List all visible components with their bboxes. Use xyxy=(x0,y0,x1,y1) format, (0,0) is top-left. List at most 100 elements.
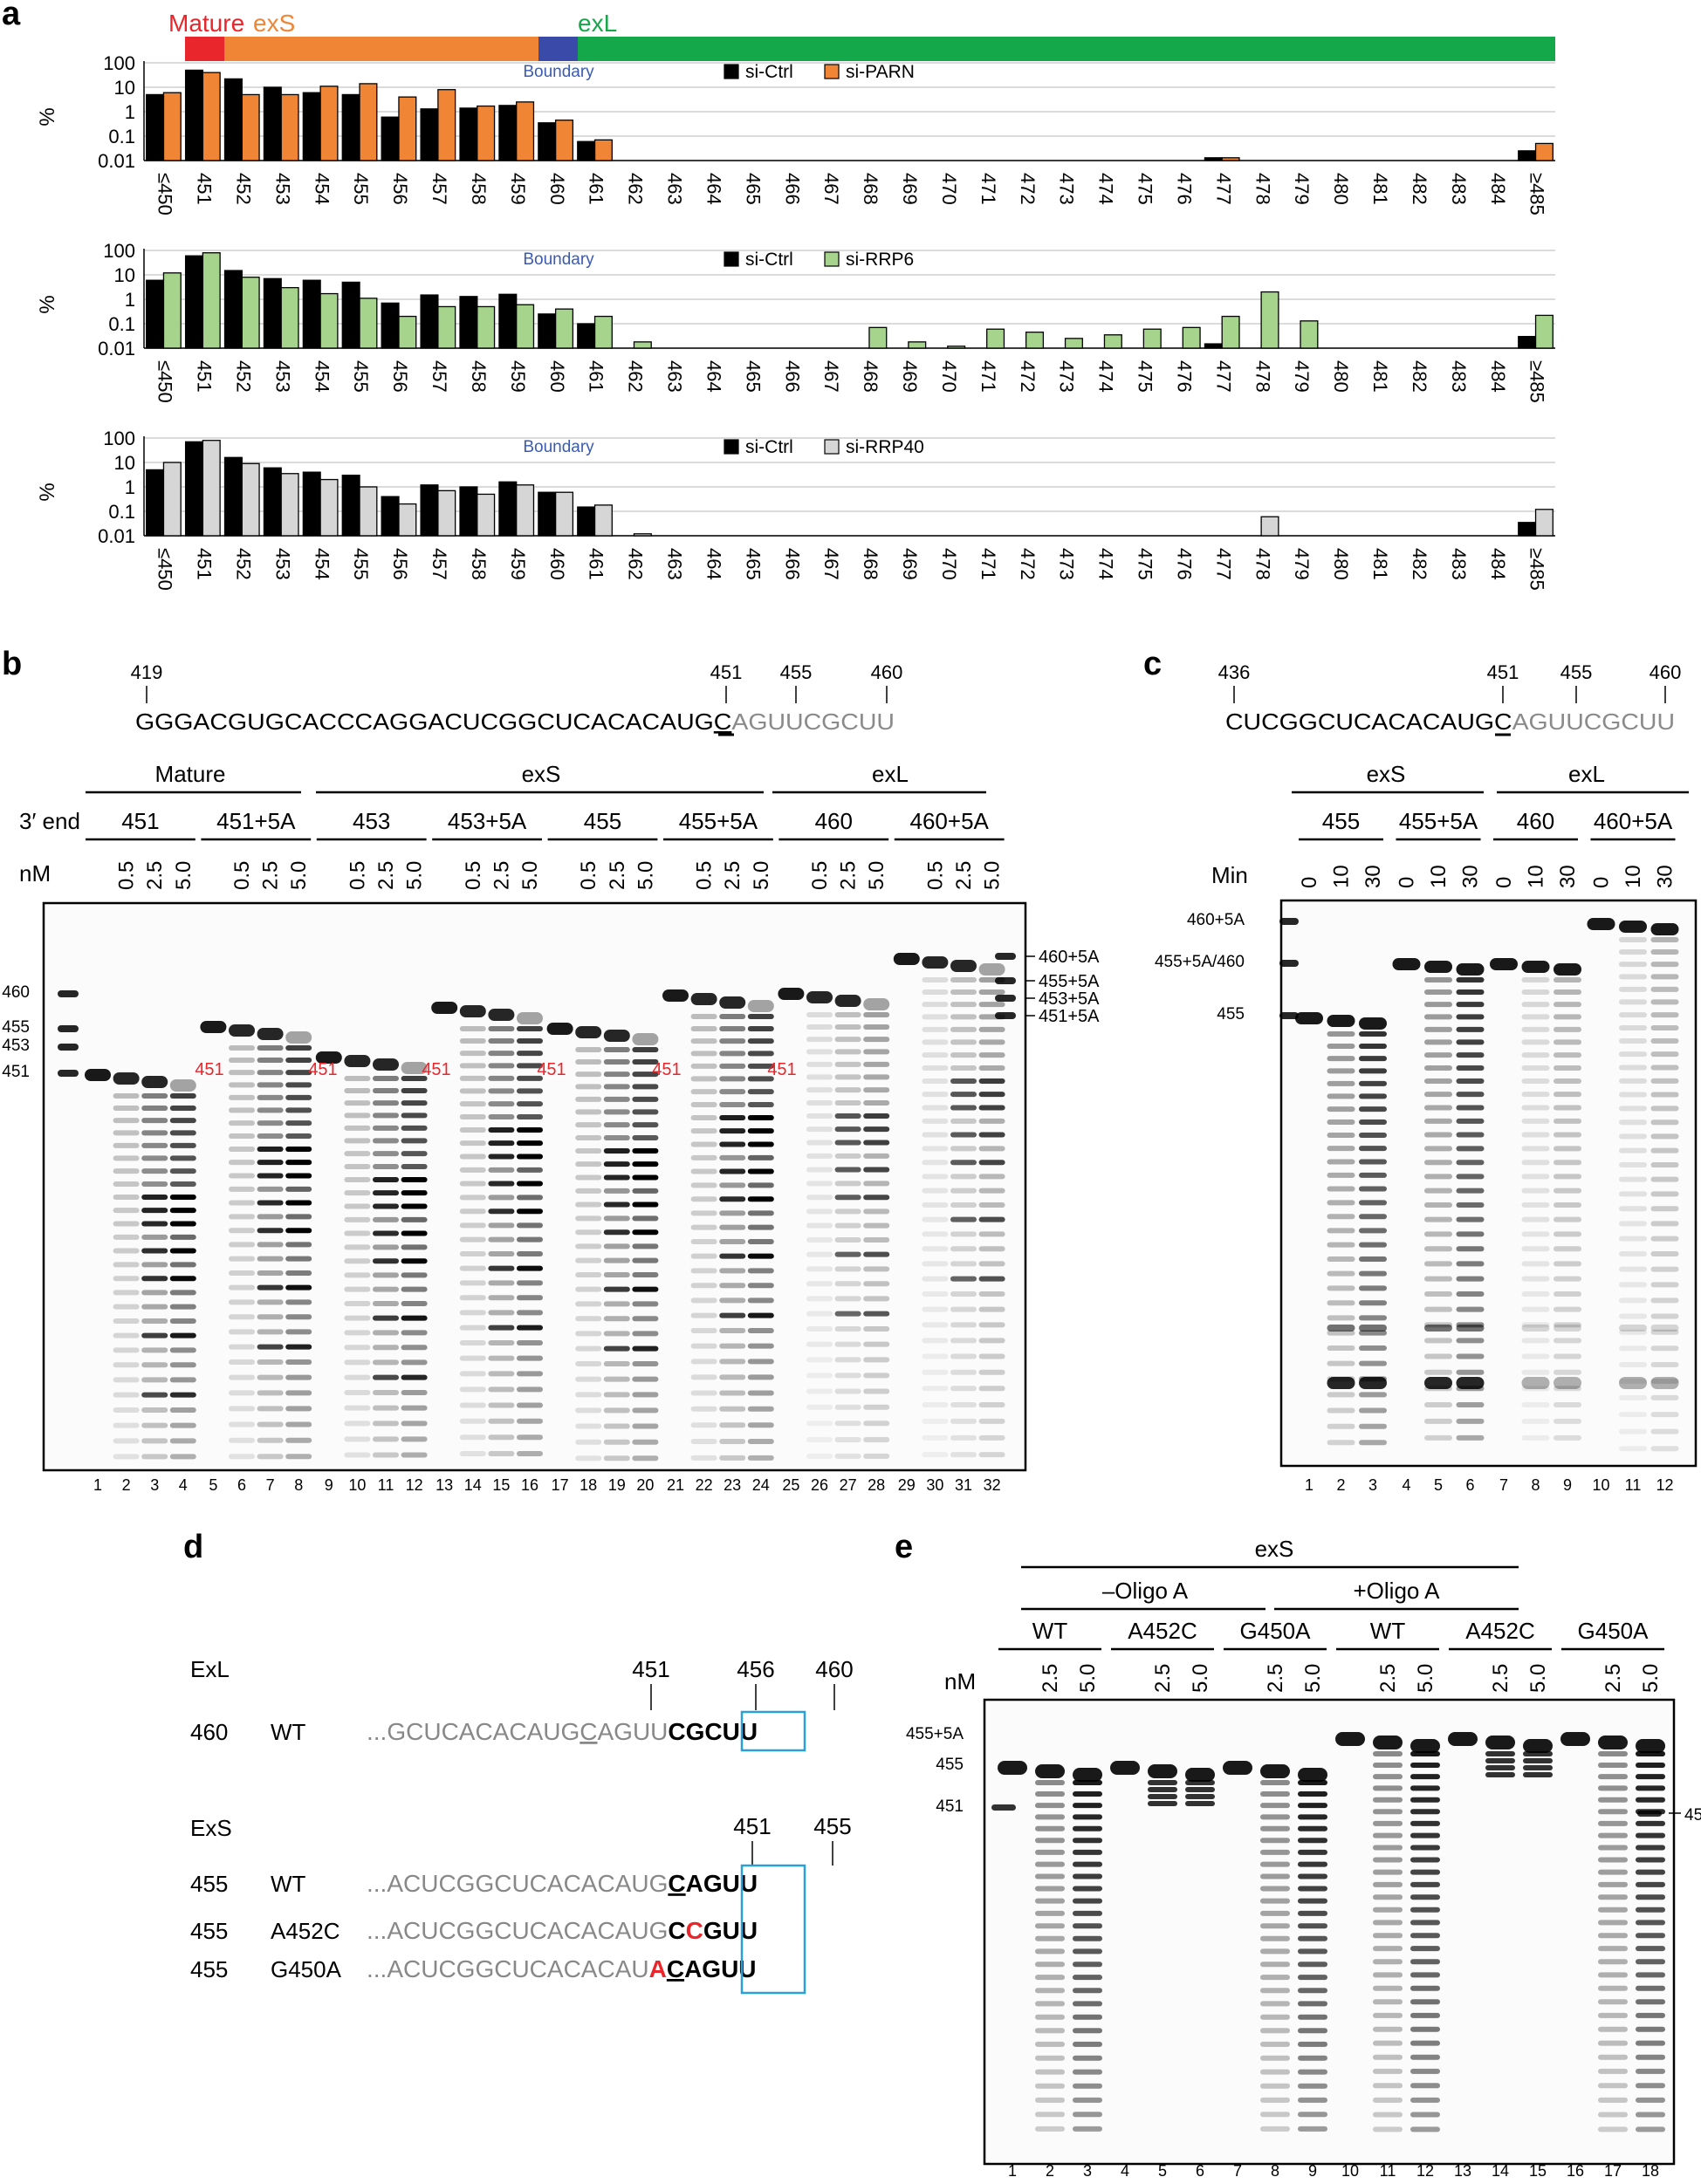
gel-band xyxy=(285,1314,312,1320)
gel-band xyxy=(747,1283,774,1289)
gel-band xyxy=(806,1326,833,1332)
gel-band xyxy=(1260,2055,1290,2061)
gel-band xyxy=(1073,1961,1102,1968)
gel-band xyxy=(1456,1092,1485,1098)
gel-band xyxy=(546,1023,573,1035)
gel-band xyxy=(950,1118,977,1124)
gel-band xyxy=(1650,1345,1679,1352)
gel-band xyxy=(517,1088,543,1094)
gel-band xyxy=(575,1301,602,1307)
gel-band xyxy=(1035,1764,1065,1778)
gel-band xyxy=(1035,2055,1065,2061)
gel-band xyxy=(229,1186,255,1192)
gel-band xyxy=(747,1210,774,1216)
gel-band xyxy=(1521,1418,1550,1424)
gel-band xyxy=(747,1224,774,1230)
lane-number: 13 xyxy=(436,1476,453,1494)
gel-band xyxy=(229,1228,255,1234)
bar-si-PARN-461 xyxy=(593,139,613,161)
gel-band xyxy=(1650,1092,1679,1098)
gel-band xyxy=(922,1322,949,1328)
gel-band xyxy=(1035,1791,1065,1797)
gel-band xyxy=(1359,1345,1387,1352)
gel-band xyxy=(401,1244,428,1250)
gel-band xyxy=(1650,1051,1679,1058)
x-tick-label: 467 xyxy=(820,173,842,205)
gel-band xyxy=(575,1286,602,1292)
gel-band xyxy=(1359,1172,1387,1178)
gel-band xyxy=(229,1242,255,1248)
x-tick-label: 481 xyxy=(1369,548,1391,580)
gel-band xyxy=(285,1390,312,1396)
gel-band xyxy=(603,1345,630,1352)
gel-band xyxy=(1073,1791,1102,1797)
conc-label: 0.5 xyxy=(693,861,717,890)
gel-band xyxy=(1554,1078,1581,1084)
gel-band xyxy=(922,1039,949,1045)
bar-si-Ctrl-457 xyxy=(420,108,439,161)
gel-band xyxy=(488,1154,515,1160)
gel-band xyxy=(690,1343,717,1349)
end-label: 460+5A xyxy=(910,808,990,834)
gel-band xyxy=(1521,1325,1550,1332)
bar-si-Ctrl-460 xyxy=(538,313,557,349)
gel-band xyxy=(1327,1159,1355,1165)
x-tick-label: 479 xyxy=(1291,548,1313,580)
gel-band xyxy=(690,1210,717,1216)
time-label: 10 xyxy=(1525,865,1548,888)
gel-band xyxy=(373,1258,399,1264)
bar-si-Ctrl-453 xyxy=(263,467,282,537)
gel-band xyxy=(1650,1106,1679,1112)
bar-si-PARN-457 xyxy=(437,89,456,161)
gel-band xyxy=(141,1407,168,1414)
gel-band xyxy=(1035,2028,1065,2034)
e-lane-number: 2 xyxy=(1046,2162,1054,2180)
gel-band xyxy=(1279,918,1299,925)
gel-band xyxy=(950,1026,977,1032)
bar-si-RRP6-451 xyxy=(202,252,221,349)
gel-band xyxy=(950,1353,977,1359)
gel-band xyxy=(113,1106,140,1111)
gel-band xyxy=(113,1155,140,1161)
gel-band xyxy=(978,1105,1005,1111)
x-tick-label: 457 xyxy=(429,548,450,580)
pos-c-436: 436 xyxy=(1218,661,1251,683)
gel-band xyxy=(1359,1285,1387,1291)
gel-band xyxy=(1260,2097,1290,2103)
conc-label: 5.0 xyxy=(634,861,657,890)
gel-band xyxy=(1373,1857,1403,1863)
gel-band xyxy=(1456,977,1485,982)
gel-band xyxy=(1598,2112,1628,2118)
gel-band xyxy=(257,1437,284,1443)
gel-band xyxy=(1410,1999,1440,2005)
gel-band xyxy=(950,1202,977,1208)
gel-band xyxy=(632,1243,659,1249)
gel-band xyxy=(1650,923,1679,935)
gel-band xyxy=(1456,1052,1485,1058)
gel-band xyxy=(1073,2001,1102,2007)
gel-band xyxy=(978,1160,1005,1166)
gel-band xyxy=(922,977,949,982)
gel-band xyxy=(950,1002,977,1008)
gel-band xyxy=(1650,1206,1679,1212)
gel-band xyxy=(85,1069,111,1081)
gel-band xyxy=(1456,1026,1485,1032)
gel-band xyxy=(517,1038,543,1044)
gel-band xyxy=(1327,1106,1355,1113)
bar-si-Ctrl-461 xyxy=(577,140,596,161)
gel-band xyxy=(488,1450,515,1456)
gel-band xyxy=(1260,1825,1290,1831)
gel-band xyxy=(806,1099,833,1106)
gel-band xyxy=(1373,1985,1403,1991)
gel-band xyxy=(113,1438,140,1444)
gel-band xyxy=(1359,1300,1387,1306)
gel-band xyxy=(229,1082,255,1088)
gel-band xyxy=(1359,1093,1387,1099)
gel-band xyxy=(1636,1774,1665,1780)
gel-band xyxy=(1456,1306,1485,1312)
legend-label: si-Ctrl xyxy=(745,437,793,457)
bar-si-RRP6-468 xyxy=(868,326,888,349)
gel-band xyxy=(488,1386,515,1393)
bar-si-RRP6-455 xyxy=(359,298,378,349)
gel-band xyxy=(517,1280,543,1286)
